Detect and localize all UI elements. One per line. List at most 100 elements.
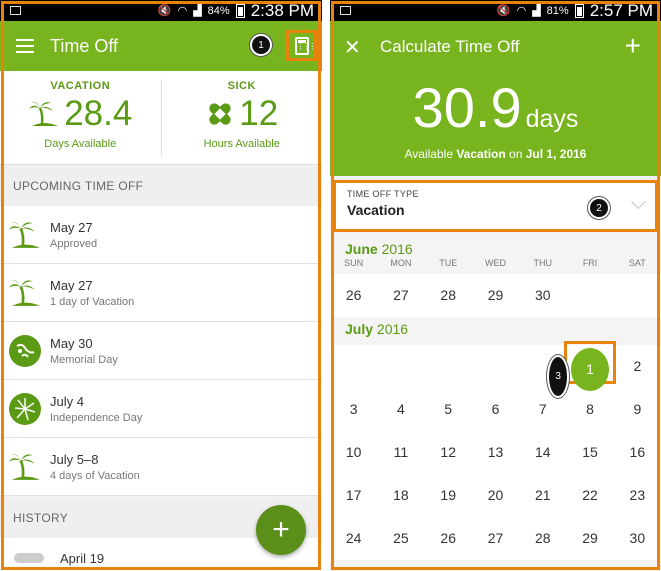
vacation-value: 28.4	[64, 94, 133, 133]
calendar-day[interactable]: 15	[582, 444, 598, 460]
month-year: 2016	[381, 241, 413, 257]
avail-prefix: Available	[404, 147, 453, 161]
calendar-day[interactable]: 16	[629, 444, 646, 460]
calendar-day[interactable]: 23	[629, 487, 646, 503]
sick-label: SICK	[227, 80, 256, 92]
calendar-day[interactable]: 3	[349, 401, 358, 417]
calendar-day[interactable]: 17	[345, 487, 362, 503]
calendar-day[interactable]: 28	[534, 530, 551, 546]
calculator-button[interactable]	[286, 30, 317, 61]
calendar-day[interactable]: 27	[487, 530, 504, 546]
page-title: Calculate Time Off	[380, 37, 520, 56]
avail-date: Jul 1, 2016	[525, 147, 587, 161]
weekday: SUN	[344, 258, 364, 268]
calendar-day[interactable]: 20	[487, 487, 504, 503]
item-date: May 27	[50, 219, 93, 235]
calendar-day	[377, 345, 424, 388]
list-item[interactable]: May 27 Approved	[0, 206, 322, 264]
calendar-day[interactable]: 11	[393, 444, 409, 460]
palm-tree-icon	[8, 279, 40, 306]
item-date: July 5–8	[50, 451, 99, 467]
calendar-day	[330, 345, 377, 388]
month-year: 2016	[376, 321, 409, 337]
weekday: FRI	[582, 258, 598, 268]
july-days: 3 1 2 3 4 5 6 7 8 9 10 11 12 13 14 15 16 17 18 19 20 21 2…	[330, 340, 661, 560]
calendar-day[interactable]: 14	[534, 444, 551, 460]
calendar-day[interactable]: 5	[444, 401, 453, 417]
calendar-day[interactable]: 29	[582, 530, 598, 546]
battery-percent: 81%	[546, 4, 569, 17]
calendar-day	[614, 274, 661, 317]
calendar-day[interactable]: 24	[345, 530, 362, 546]
balance-summary: VACATION 28.4 Days Available SICK 12	[0, 71, 322, 165]
calendar: June 2016 SUN MON TUE WED THU FRI SAT 26 27 28 29…	[330, 236, 661, 560]
calendar-day[interactable]: 19	[440, 487, 456, 503]
calendar-day[interactable]: 4	[397, 401, 405, 417]
calendar-day[interactable]: 29	[487, 287, 504, 303]
calendar-day[interactable]: 6	[491, 401, 500, 417]
add-icon[interactable]: +	[624, 30, 641, 61]
calendar-day[interactable]: 30	[534, 287, 551, 303]
calendar-day[interactable]: 7	[538, 401, 547, 417]
calendar-day[interactable]: 26	[440, 530, 456, 546]
weekday-header: SUN MON TUE WED THU FRI SAT	[330, 258, 661, 274]
calendar-day[interactable]: 10	[345, 444, 362, 460]
calendar-day[interactable]: 30	[629, 530, 646, 546]
calendar-day[interactable]: 2	[633, 358, 642, 374]
selected-day[interactable]: 1	[564, 340, 617, 391]
calendar-day	[566, 274, 613, 317]
list-item[interactable]: July 5–8 4 days of Vacation	[0, 438, 322, 496]
palm-tree-icon	[29, 101, 59, 126]
calendar-day[interactable]: 13	[487, 444, 504, 460]
status-bar: 🔇 ◠ ▟ 84% 2:38 PM	[0, 0, 322, 21]
battery-icon	[574, 3, 584, 18]
calendar-day[interactable]: 26	[345, 287, 362, 303]
calendar-day	[425, 345, 472, 388]
list-item[interactable]: May 30 Memorial Day	[0, 322, 322, 380]
calendar-day	[472, 345, 519, 388]
calendar-day[interactable]: 28	[440, 287, 456, 303]
list-item[interactable]: May 27 1 day of Vacation	[0, 264, 322, 322]
callout-1: 1	[250, 34, 272, 56]
upcoming-list: May 27 Approved May 27 1 day of Vacation M…	[0, 206, 322, 496]
holiday-badge-icon	[9, 334, 41, 367]
calendar-day[interactable]: 22	[582, 487, 598, 503]
vacation-balance[interactable]: VACATION 28.4 Days Available	[0, 71, 161, 164]
signal-icon: ▟	[532, 5, 541, 17]
calendar-day[interactable]: 18	[393, 487, 409, 503]
calendar-day[interactable]: 21	[534, 487, 551, 503]
bandage-icon	[209, 103, 231, 125]
menu-icon[interactable]	[16, 39, 34, 53]
status-time: 2:38 PM	[250, 0, 314, 20]
calendar-day[interactable]: 9	[633, 401, 642, 417]
weekday: MON	[390, 258, 412, 268]
item-date: July 4	[50, 393, 84, 409]
selected-day-circle: 1	[571, 347, 610, 391]
weekday: SAT	[628, 258, 646, 268]
calculated-days: 30.9 days	[330, 75, 661, 140]
add-time-off-fab[interactable]: +	[256, 505, 306, 555]
mute-icon: 🔇	[157, 5, 172, 17]
mute-icon: 🔇	[496, 5, 511, 17]
item-date: May 30	[50, 335, 93, 351]
avail-type: Vacation	[456, 147, 506, 161]
calendar-day[interactable]: 12	[440, 444, 456, 460]
status-bar: 🔇 ◠ ▟ 81% 2:57 PM	[330, 0, 661, 21]
history-list-item[interactable]: April 19	[0, 538, 322, 571]
item-desc: 1 day of Vacation	[50, 295, 135, 308]
weekday: THU	[533, 258, 553, 268]
sick-balance[interactable]: SICK 12 Hours Available	[160, 79, 323, 156]
calendar-day[interactable]: 25	[393, 530, 409, 546]
item-desc: Memorial Day	[50, 353, 118, 366]
calendar-day[interactable]: 8	[586, 401, 594, 417]
vacation-caption: Days Available	[44, 138, 117, 150]
battery-percent: 84%	[207, 4, 230, 17]
list-item[interactable]: July 4 Independence Day	[0, 380, 322, 438]
calendar-day[interactable]: 27	[393, 287, 409, 303]
upcoming-section-header: UPCOMING TIME OFF	[0, 166, 322, 206]
calculator-icon	[294, 36, 315, 55]
weekday: TUE	[439, 258, 458, 268]
month-name: June	[345, 241, 378, 257]
close-icon[interactable]: ✕	[344, 37, 361, 59]
june-days: 26 27 28 29 30	[330, 274, 661, 317]
